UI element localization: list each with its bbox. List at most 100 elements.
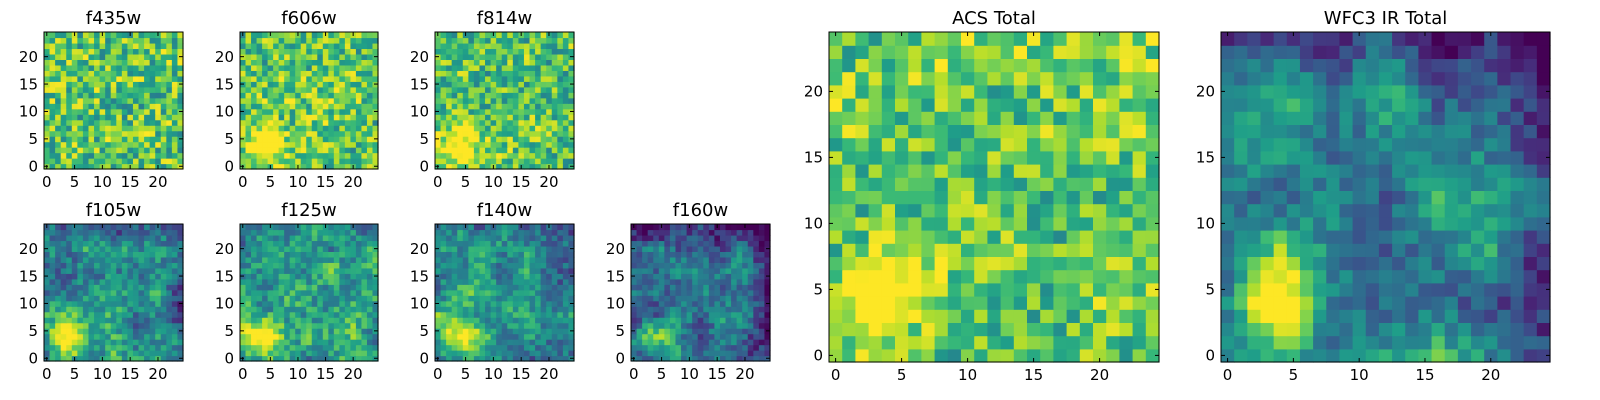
heatmap-cell xyxy=(551,306,558,313)
heatmap-cell xyxy=(512,273,519,280)
heatmap-cell xyxy=(278,306,285,313)
heatmap-cell xyxy=(512,48,519,55)
heatmap-cell xyxy=(88,108,95,115)
heatmap-cell xyxy=(355,64,363,71)
heatmap-cell xyxy=(71,295,78,302)
heatmap-cell xyxy=(66,92,73,99)
heatmap-cell xyxy=(328,273,335,280)
heatmap-cell xyxy=(166,97,173,104)
heatmap-cell xyxy=(462,289,469,296)
heatmap-cell xyxy=(908,309,922,323)
heatmap-cell xyxy=(855,177,870,191)
heatmap-cell xyxy=(306,350,313,357)
heatmap-cell xyxy=(490,37,497,44)
heatmap-cell xyxy=(490,152,497,159)
heatmap-cell xyxy=(366,152,374,159)
heatmap-cell xyxy=(1106,348,1120,363)
heatmap-cell xyxy=(328,97,335,104)
heatmap-cell xyxy=(82,328,90,335)
heatmap-cell xyxy=(295,59,302,66)
heatmap-cell xyxy=(440,262,447,269)
heatmap-cell xyxy=(344,70,351,77)
heatmap-cell xyxy=(278,70,285,77)
heatmap-cell xyxy=(132,328,140,335)
heatmap-cell xyxy=(974,164,988,178)
heatmap-cell xyxy=(160,224,167,231)
heatmap-cell xyxy=(144,240,151,247)
heatmap-cell xyxy=(647,234,654,242)
heatmap-cell xyxy=(366,229,374,236)
heatmap-cell xyxy=(540,59,547,66)
heatmap-cell xyxy=(166,355,173,362)
heatmap-cell xyxy=(256,130,263,137)
heatmap-cell xyxy=(529,59,536,66)
heatmap-cell xyxy=(697,278,704,285)
heatmap-cell xyxy=(177,251,184,258)
heatmap-cell xyxy=(105,81,112,88)
heatmap-cell xyxy=(490,262,497,269)
heatmap-cell xyxy=(77,163,84,170)
heatmap-cell xyxy=(753,267,760,274)
heatmap-cell xyxy=(339,339,346,346)
heatmap-cell xyxy=(535,81,542,88)
heatmap-cell xyxy=(105,152,112,159)
heatmap-cell xyxy=(479,64,486,71)
heatmap-cell xyxy=(82,284,90,291)
heatmap-cell xyxy=(562,224,570,231)
heatmap-cell xyxy=(697,339,704,346)
heatmap-cell xyxy=(490,114,497,121)
heatmap-cell xyxy=(764,339,771,346)
heatmap-cell xyxy=(529,70,536,77)
heatmap-cell xyxy=(731,256,738,263)
heatmap-cell xyxy=(121,147,128,154)
heatmap-cell xyxy=(60,158,67,165)
heatmap-cell xyxy=(160,278,167,285)
heatmap-cell xyxy=(753,295,760,302)
heatmap-cell xyxy=(647,289,654,296)
heatmap-cell xyxy=(742,278,749,285)
heatmap-cell xyxy=(155,103,162,110)
heatmap-cell xyxy=(664,245,671,252)
heatmap-cell xyxy=(49,245,56,252)
heatmap-cell xyxy=(462,350,469,357)
heatmap-cell xyxy=(138,267,145,274)
heatmap-cell xyxy=(166,48,173,55)
heatmap-cell xyxy=(1093,296,1107,310)
heatmap-cell xyxy=(77,97,84,104)
heatmap-cell xyxy=(99,311,106,318)
heatmap-cell xyxy=(273,355,280,362)
heatmap-cell xyxy=(546,267,553,274)
heatmap-cell xyxy=(110,158,117,165)
heatmap-cell xyxy=(697,311,704,318)
heatmap-cell xyxy=(1013,256,1028,271)
heatmap-cell xyxy=(987,216,1002,231)
heatmap-cell xyxy=(551,251,558,258)
heatmap-cell xyxy=(355,141,363,148)
heatmap-cell xyxy=(736,306,743,313)
heatmap-cell xyxy=(82,130,90,137)
heatmap-cell xyxy=(289,32,296,39)
heatmap-cell xyxy=(344,136,351,143)
heatmap-cell xyxy=(110,295,117,302)
heatmap-cell xyxy=(284,32,291,39)
heatmap-cell xyxy=(562,136,570,143)
heatmap-cell xyxy=(664,284,671,291)
heatmap-cell xyxy=(372,152,379,159)
heatmap-cell xyxy=(82,97,90,104)
heatmap-cell xyxy=(328,141,335,148)
heatmap-cell xyxy=(457,311,464,318)
heatmap-cell xyxy=(339,64,346,71)
heatmap-cell xyxy=(284,64,291,71)
heatmap-cell xyxy=(66,256,73,263)
heatmap-cell xyxy=(947,335,962,350)
heatmap-cell xyxy=(177,59,184,66)
heatmap-cell xyxy=(753,224,760,231)
heatmap-cell xyxy=(1132,335,1147,350)
heatmap-cell xyxy=(540,229,547,236)
heatmap-cell xyxy=(333,92,340,99)
heatmap-cell xyxy=(344,234,351,242)
heatmap-cell xyxy=(267,295,274,302)
heatmap-cell xyxy=(523,328,531,335)
heatmap-cell xyxy=(278,267,285,274)
heatmap-cell xyxy=(881,348,896,363)
